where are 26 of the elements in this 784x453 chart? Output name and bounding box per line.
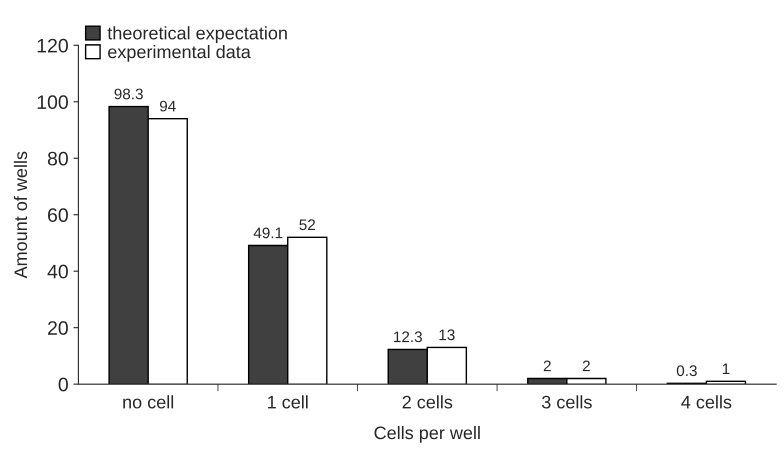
x-axis-title: Cells per well: [374, 426, 480, 443]
legend-label: experimental data: [108, 44, 251, 62]
y-tick-label: 80: [48, 152, 68, 166]
data-label: 94: [160, 100, 176, 112]
x-tick-label: 2 cells: [402, 395, 452, 409]
y-axis-title: Amount of wells: [14, 152, 28, 278]
data-label: 0.3: [676, 365, 697, 376]
x-tick-label: 1 cell: [268, 395, 308, 409]
data-label: 52: [299, 219, 315, 230]
x-tick-label: 3 cells: [542, 395, 592, 409]
data-label: 2: [544, 360, 551, 372]
x-tick-label: no cell: [123, 395, 174, 409]
data-label: 2: [582, 360, 590, 372]
data-label: 49.1: [254, 227, 282, 238]
y-tick-label: 120: [38, 38, 68, 53]
y-tick-label: 0: [58, 378, 68, 392]
data-label: 98.3: [114, 88, 143, 100]
data-label: 12.3: [394, 331, 422, 342]
y-tick-label: 40: [48, 264, 68, 278]
y-tick-label: 100: [38, 95, 68, 110]
y-tick-label: 20: [48, 321, 68, 335]
legend-label: theoretical expectation: [108, 26, 287, 44]
y-tick-label: 60: [48, 208, 68, 222]
x-tick-label: 4 cells: [681, 395, 732, 409]
data-label: 1: [722, 363, 730, 374]
data-label: 13: [439, 329, 455, 340]
